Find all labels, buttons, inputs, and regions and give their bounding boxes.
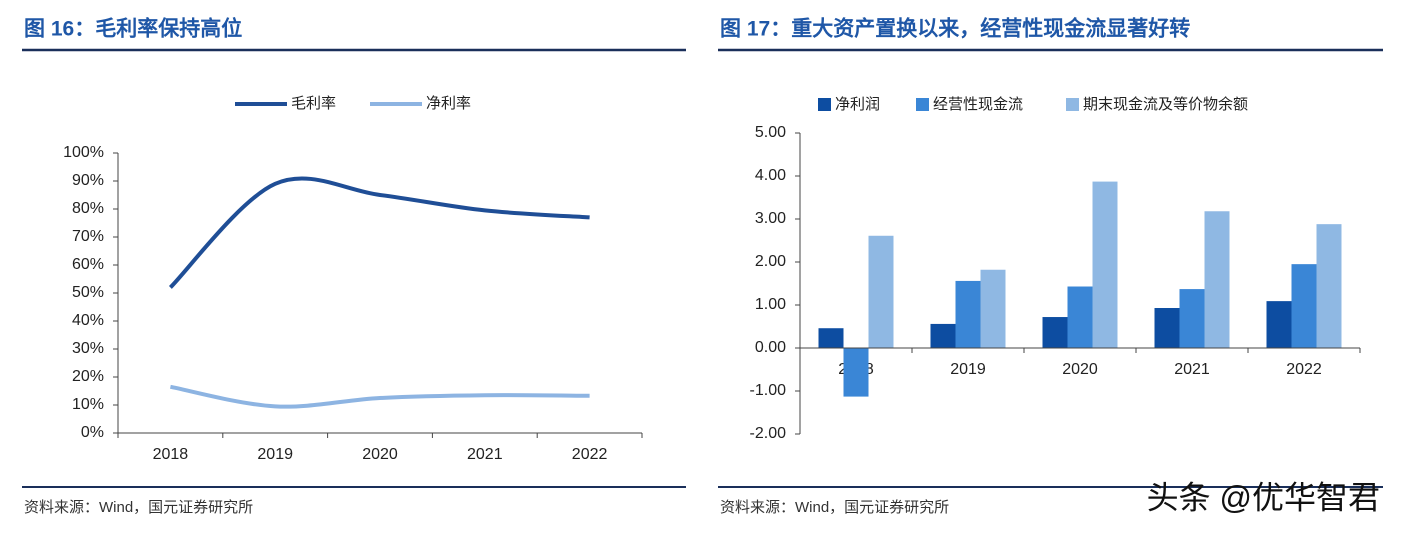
y-tick-label: -2.00: [750, 425, 787, 442]
x-tick-label: 2022: [572, 446, 608, 463]
bar: [818, 328, 844, 348]
x-tick-label: 2018: [153, 446, 189, 463]
y-tick-label: 60%: [72, 256, 104, 273]
y-tick-label: 2.00: [755, 253, 786, 270]
x-tick-label: 2021: [467, 446, 503, 463]
legend-swatch: [1066, 98, 1079, 111]
legend-label: 期末现金流及等价物余额: [1083, 95, 1248, 113]
bar: [843, 348, 869, 397]
bar: [1179, 289, 1205, 348]
legend-label: 经营性现金流: [933, 96, 1023, 113]
bar: [1092, 181, 1118, 348]
x-tick-label: 2022: [1286, 361, 1322, 378]
bar: [1042, 317, 1068, 348]
y-tick-label: 20%: [72, 368, 104, 385]
bar: [1204, 211, 1230, 348]
bar: [1154, 308, 1180, 348]
line: [168, 176, 590, 289]
x-tick-label: 2019: [950, 361, 986, 378]
y-tick-label: 5.00: [755, 124, 786, 141]
y-tick-label: 70%: [72, 228, 104, 245]
bar: [1291, 264, 1317, 348]
chart-title: 图 16：毛利率保持高位: [24, 17, 242, 41]
x-tick-label: 2020: [362, 446, 398, 463]
legend-swatch: [916, 98, 929, 111]
bar: [930, 323, 956, 348]
source: 资料来源：Wind，国元证券研究所: [24, 499, 253, 516]
source: 资料来源：Wind，国元证券研究所: [720, 499, 949, 516]
bar: [1067, 286, 1093, 348]
legend-label: 净利润: [835, 96, 880, 113]
y-tick-label: 3.00: [755, 210, 786, 227]
line: [170, 384, 590, 409]
x-tick-label: 2019: [257, 446, 293, 463]
y-tick-label: 30%: [72, 340, 104, 357]
y-tick-label: -1.00: [750, 382, 787, 399]
y-tick-label: 100%: [63, 144, 104, 161]
bar: [1266, 301, 1292, 348]
legend-swatch: [818, 98, 831, 111]
y-tick-label: 90%: [72, 172, 104, 189]
y-tick-label: 1.00: [755, 296, 786, 313]
chart-title: 图 17：重大资产置换以来，经营性现金流显著好转: [720, 17, 1190, 41]
y-tick-label: 80%: [72, 200, 104, 217]
bar: [1316, 224, 1342, 348]
legend-label: 净利率: [426, 95, 471, 112]
y-tick-label: 40%: [72, 312, 104, 329]
y-tick-label: 0%: [81, 424, 104, 441]
y-tick-label: 4.00: [755, 167, 786, 184]
bar: [980, 269, 1006, 348]
bar: [955, 280, 981, 348]
bar: [868, 235, 894, 348]
x-tick-label: 2020: [1062, 361, 1098, 378]
y-tick-label: 0.00: [755, 339, 786, 356]
y-tick-label: 50%: [72, 284, 104, 301]
watermark: 头条 @优华智君: [1147, 479, 1380, 515]
legend-label: 毛利率: [291, 95, 336, 112]
y-tick-label: 10%: [72, 396, 104, 413]
x-tick-label: 2021: [1174, 361, 1210, 378]
